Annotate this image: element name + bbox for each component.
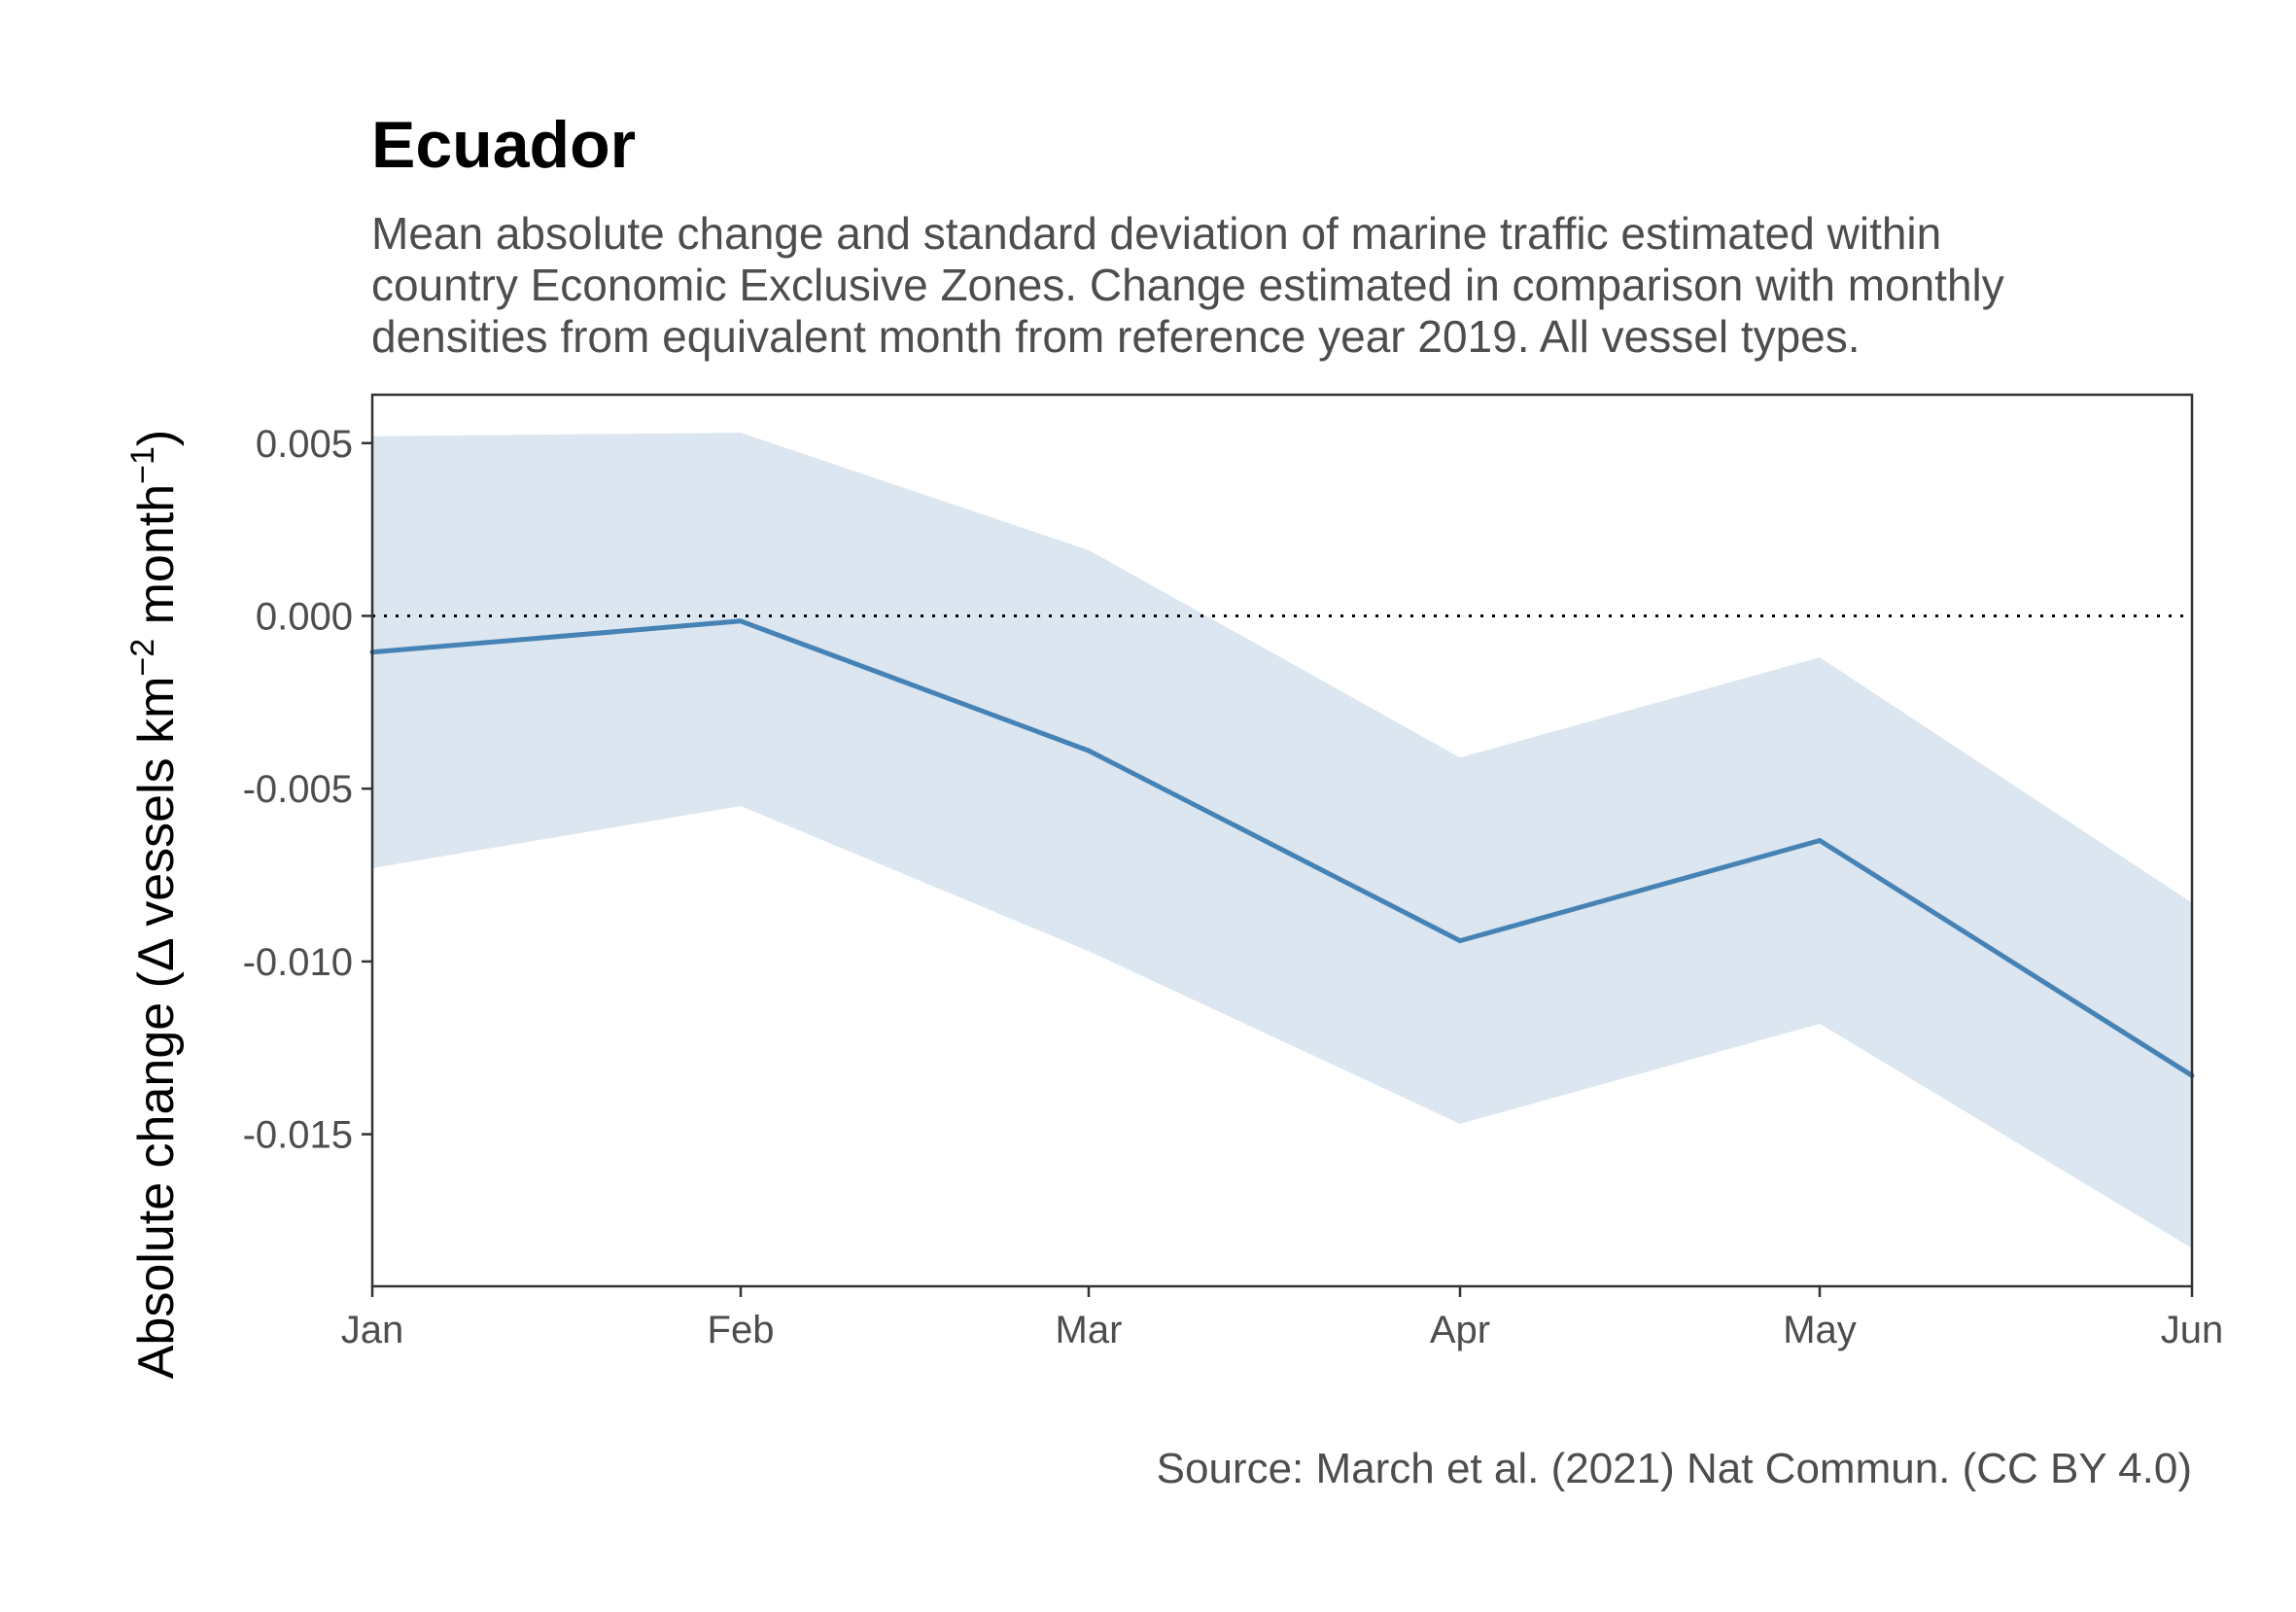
y-tick-label: 0.005 xyxy=(256,423,353,466)
x-tick-label: Feb xyxy=(708,1309,775,1351)
chart-subtitle-line-1: Mean absolute change and standard deviat… xyxy=(371,208,1941,259)
y-axis-title-text2: month xyxy=(128,484,185,639)
y-axis-title-text1: vessels km xyxy=(128,677,185,941)
x-tick-label: Apr xyxy=(1430,1309,1490,1351)
x-tick-label: May xyxy=(1783,1309,1857,1351)
plot-frame xyxy=(370,393,2194,1288)
y-axis-title-delta: Δ xyxy=(128,938,185,971)
data-point-mar xyxy=(1086,748,1092,753)
plot-area xyxy=(369,393,2195,1288)
chart-subtitle-line-3: densities from equivalent month from ref… xyxy=(371,311,1861,362)
mean-change-line xyxy=(371,618,2194,1078)
x-tick-label: Jan xyxy=(341,1309,404,1351)
x-tick-label: Mar xyxy=(1056,1309,1123,1351)
y-tick-label: 0.000 xyxy=(256,595,353,638)
y-axis-title: Absolute change (Δ vessels km−2 month−1) xyxy=(124,430,185,1380)
chart-caption: Source: March et al. (2021) Nat Commun. … xyxy=(1157,1445,2192,1492)
y-tick-label: -0.010 xyxy=(243,941,353,984)
chart-subtitle-line-2: country Economic Exclusive Zones. Change… xyxy=(371,260,2004,310)
data-point-apr xyxy=(1457,938,1463,944)
y-axis: 0.005 0.000 -0.005 -0.010 -0.015 xyxy=(243,423,372,1157)
y-tick-label: -0.015 xyxy=(243,1114,353,1157)
y-tick-label: -0.005 xyxy=(243,768,353,811)
sd-ribbon xyxy=(372,433,2192,1248)
data-point-feb xyxy=(738,618,744,624)
data-point-may xyxy=(1817,838,1823,843)
x-axis: Jan Feb Mar Apr May Jun xyxy=(341,1286,2224,1351)
y-axis-title-prefix: Absolute change ( xyxy=(128,970,185,1379)
x-tick-label: Jun xyxy=(2161,1309,2224,1351)
y-axis-title-sup1: −2 xyxy=(124,639,161,677)
chart-title: Ecuador xyxy=(371,108,636,182)
y-axis-title-suffix: ) xyxy=(128,430,185,446)
y-axis-title-sup2: −1 xyxy=(124,446,161,484)
